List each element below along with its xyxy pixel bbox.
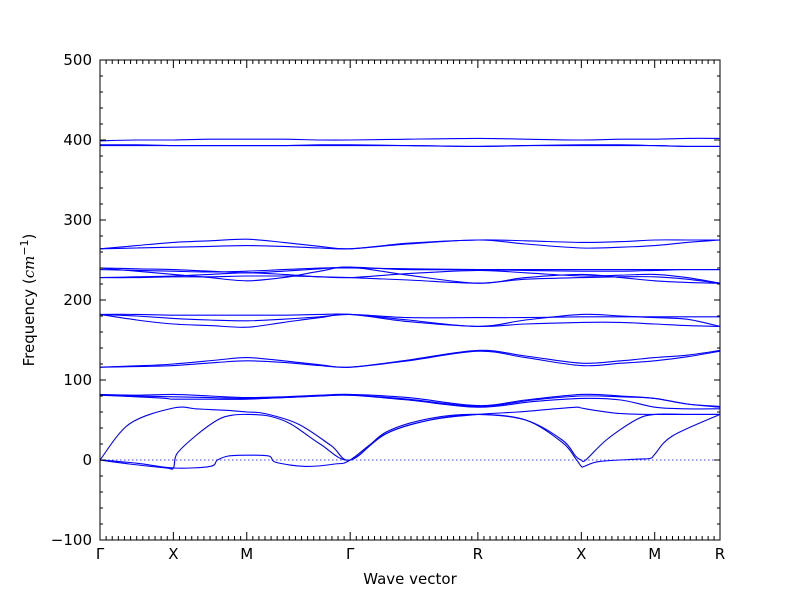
x-tick-label: Γ — [346, 545, 355, 563]
y-axis-label-text: Frequency ( — [20, 278, 38, 366]
band-12 — [100, 266, 720, 284]
x-tick-label: Γ — [96, 545, 105, 563]
band-4 — [100, 394, 720, 410]
x-tick-label: X — [168, 545, 178, 563]
band-7 — [100, 350, 720, 368]
band-0 — [100, 406, 720, 461]
y-axis-label-unit: cm — [20, 256, 38, 279]
x-tick-label: M — [648, 545, 661, 563]
band-1 — [100, 413, 720, 470]
band-2 — [100, 413, 720, 469]
y-tick-labels: −100 0 100 200 300 400 500 — [51, 51, 92, 549]
band-18 — [100, 137, 720, 142]
y-tick-label: 0 — [82, 451, 92, 469]
x-tick-label: X — [576, 545, 586, 563]
x-tick-label: R — [473, 545, 483, 563]
y-tick-label: 100 — [63, 371, 92, 389]
y-tick-label: 500 — [63, 51, 92, 69]
band-9 — [100, 313, 720, 328]
x-tick-label: M — [240, 545, 253, 563]
x-tick-label: R — [715, 545, 725, 563]
band-5 — [100, 393, 720, 407]
band-lines — [100, 137, 720, 470]
band-14 — [100, 275, 720, 284]
y-axis-label-close: ) — [20, 234, 38, 240]
plot-frame — [99, 59, 721, 541]
y-tick-label: 300 — [63, 211, 92, 229]
band-17 — [100, 239, 720, 250]
y-tick-label: −100 — [51, 531, 92, 549]
band-15 — [100, 267, 720, 273]
y-tick-label: 200 — [63, 291, 92, 309]
x-axis-label: Wave vector — [363, 570, 457, 588]
y-axis-label: Frequency (cm−1) — [18, 234, 38, 367]
band-20 — [100, 145, 720, 147]
band-10 — [100, 313, 720, 327]
band-13 — [100, 269, 720, 284]
axis-ticks — [99, 59, 721, 541]
y-tick-label: 400 — [63, 131, 92, 149]
band-6 — [100, 349, 720, 368]
y-axis-label-exponent: −1 — [18, 239, 31, 255]
